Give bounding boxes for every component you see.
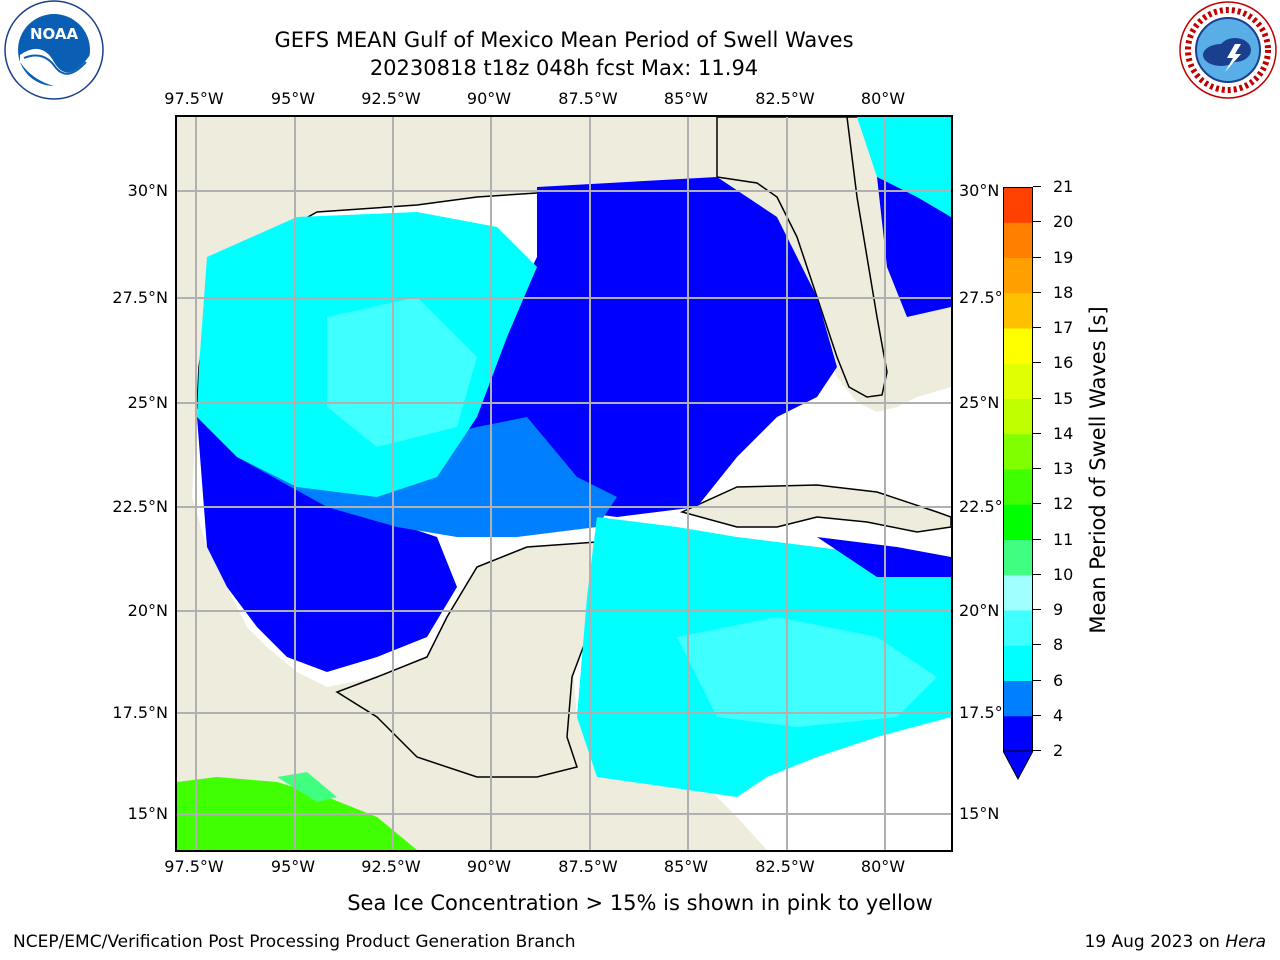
colorbar-bin [1003, 610, 1033, 646]
lon-label: 92.5°W [361, 89, 421, 108]
colorbar-tick-mark [1033, 362, 1041, 364]
lon-label: 80°W [860, 857, 906, 876]
colorbar-label: Mean Period of Swell Waves [s] [1086, 306, 1110, 634]
colorbar-tick-label: 20 [1053, 212, 1074, 232]
lat-label: 25°N [959, 393, 1000, 412]
colorbar-tick-mark [1033, 468, 1041, 469]
colorbar-bin [1003, 187, 1033, 223]
map-svg [177, 117, 951, 850]
colorbar-bin [1003, 574, 1033, 611]
chart-subtitle: 20230818 t18z 048h fcst Max: 11.94 [369, 56, 759, 80]
lat-label: 25°N [127, 393, 168, 412]
colorbar-tick-mark [1033, 714, 1041, 716]
lat-label: 17.5°N [959, 703, 1015, 722]
colorbar-tick-mark [1033, 644, 1041, 646]
colorbar-tick-mark [1033, 750, 1041, 751]
lon-label: 90°W [466, 857, 512, 876]
lat-label: 30°N [959, 181, 1000, 200]
lon-label: 97.5°W [164, 857, 224, 876]
colorbar-tick-mark [1033, 397, 1041, 399]
lon-label: 95°W [270, 89, 316, 108]
footer-date: 19 Aug 2023 on Hera [1084, 932, 1266, 952]
lon-label: 90°W [466, 89, 512, 108]
high-period-edge [277, 772, 337, 802]
colorbar-bin [1003, 433, 1033, 470]
footer-date-text: 19 Aug 2023 on [1084, 932, 1220, 952]
colorbar-bin [1003, 715, 1033, 752]
lon-label: 87.5°W [558, 89, 618, 108]
footer-credit: NCEP/EMC/Verification Post Processing Pr… [13, 932, 576, 952]
colorbar-tick-label: 4 [1053, 705, 1064, 725]
lat-label: 22.5°N [959, 497, 1015, 516]
lat-label: 30°N [127, 181, 168, 200]
colorbar-tick-label: 12 [1053, 494, 1074, 514]
svg-text:NOAA: NOAA [30, 25, 79, 43]
colorbar-tick-label: 6 [1053, 670, 1064, 690]
florida [716, 117, 951, 398]
colorbar-tick-label: 10 [1053, 564, 1074, 584]
colorbar-tick-mark [1033, 327, 1041, 328]
colorbar-tick-label: 13 [1053, 459, 1074, 478]
lat-label: 27.5°N [112, 288, 168, 307]
lat-label: 27.5°N [959, 288, 1015, 307]
gridlines [177, 117, 951, 850]
lon-label: 85°W [663, 89, 709, 108]
colorbar-tick-mark [1033, 256, 1041, 258]
sea-ice-note: Sea Ice Concentration > 15% is shown in … [347, 891, 933, 915]
colorbar [1003, 187, 1033, 781]
lat-label: 17.5°N [112, 703, 168, 722]
colorbar-tick-label: 14 [1053, 423, 1074, 443]
colorbar-tick-label: 17 [1053, 318, 1074, 337]
colorbar-tick-mark [1033, 503, 1041, 505]
colorbar-tick-mark [1033, 186, 1041, 187]
colorbar-tick-mark [1033, 609, 1041, 610]
lon-label: 92.5°W [361, 857, 421, 876]
colorbar-bin [1003, 645, 1033, 681]
colorbar-tick-label: 18 [1053, 282, 1074, 302]
cuba [679, 484, 951, 533]
colorbar-tick-mark [1033, 573, 1041, 575]
colorbar-bin [1003, 398, 1033, 435]
colorbar-bin [1003, 680, 1033, 717]
lat-label: 15°N [127, 804, 168, 823]
colorbar-tick-mark [1033, 538, 1041, 540]
lon-label: 80°W [860, 89, 906, 108]
colorbar-tick-label: 16 [1053, 353, 1074, 373]
colorbar-bin [1003, 539, 1033, 576]
lat-label: 20°N [959, 601, 1000, 620]
colorbar-bin [1003, 363, 1033, 399]
lon-label: 85°W [663, 857, 709, 876]
colorbar-tick-label: 15 [1053, 388, 1074, 408]
colorbar-bin [1003, 504, 1033, 540]
colorbar-bin [1003, 292, 1033, 329]
nws-logo [1179, 1, 1277, 99]
colorbar-tick-label: 8 [1053, 635, 1064, 655]
colorbar-tick-mark [1033, 679, 1041, 681]
lon-label: 82.5°W [755, 857, 815, 876]
colorbar-extend-arrow [1003, 750, 1033, 781]
lon-label: 95°W [270, 857, 316, 876]
colorbar-tick-mark [1033, 221, 1041, 223]
map-panel[interactable] [175, 115, 953, 852]
colorbar-bin [1003, 328, 1033, 364]
colorbar-tick-label: 9 [1053, 600, 1064, 619]
chart-title: GEFS MEAN Gulf of Mexico Mean Period of … [274, 28, 854, 52]
colorbar-tick-label: 21 [1053, 177, 1074, 196]
lat-label: 22.5°N [112, 497, 168, 516]
lat-label: 20°N [127, 601, 168, 620]
lon-label: 82.5°W [755, 89, 815, 108]
colorbar-tick-mark [1033, 291, 1041, 293]
colorbar-bin [1003, 469, 1033, 505]
footer-host: Hera [1225, 932, 1266, 952]
lat-label: 15°N [959, 804, 1000, 823]
colorbar-tick-label: 2 [1053, 741, 1064, 760]
colorbar-bin [1003, 257, 1033, 294]
colorbar-tick-mark [1033, 432, 1041, 434]
lon-label: 87.5°W [558, 857, 618, 876]
lon-label: 97.5°W [164, 89, 224, 108]
colorbar-tick-label: 19 [1053, 247, 1074, 267]
colorbar-tick-label: 11 [1053, 529, 1074, 549]
colorbar-bin [1003, 222, 1033, 258]
noaa-logo: NOAA [4, 0, 104, 100]
